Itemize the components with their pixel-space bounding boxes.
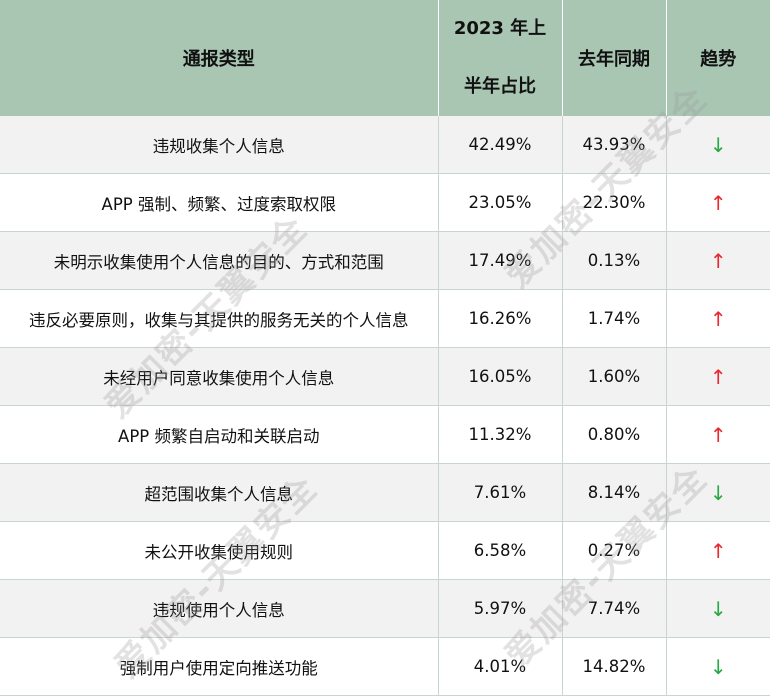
trend-arrow-icon: ↑ (666, 173, 770, 232)
cell-type: 违规收集个人信息 (0, 116, 439, 174)
cell-last-year: 14.82% (562, 637, 667, 696)
table-row: 违规收集个人信息 42.49% 43.93% ↓ (0, 116, 770, 174)
cell-last-year: 22.30% (562, 173, 667, 232)
header-row: 通报类型 2023 年上 半年占比 去年同期 趋势 (0, 0, 770, 116)
cell-type: 违反必要原则，收集与其提供的服务无关的个人信息 (0, 289, 439, 348)
cell-share: 11.32% (438, 405, 563, 464)
trend-arrow-icon: ↑ (666, 231, 770, 290)
cell-last-year: 0.13% (562, 231, 667, 290)
cell-share: 16.26% (438, 289, 563, 348)
table-row: 未公开收集使用规则 6.58% 0.27% ↑ (0, 521, 770, 580)
trend-arrow-icon: ↓ (666, 637, 770, 696)
header-type: 通报类型 (0, 0, 439, 116)
cell-share: 4.01% (438, 637, 563, 696)
cell-last-year: 7.74% (562, 579, 667, 638)
table-row: 强制用户使用定向推送功能 4.01% 14.82% ↓ (0, 637, 770, 696)
cell-type: APP 频繁自启动和关联启动 (0, 405, 439, 464)
table-row: 违反必要原则，收集与其提供的服务无关的个人信息 16.26% 1.74% ↑ (0, 289, 770, 348)
header-share-line1: 2023 年上 (453, 18, 547, 39)
table-row: 未明示收集使用个人信息的目的、方式和范围 17.49% 0.13% ↑ (0, 231, 770, 290)
cell-last-year: 1.74% (562, 289, 667, 348)
cell-share: 5.97% (438, 579, 563, 638)
header-last-year: 去年同期 (562, 0, 667, 116)
cell-type: 未公开收集使用规则 (0, 521, 439, 580)
trend-arrow-icon: ↑ (666, 347, 770, 406)
cell-type: 超范围收集个人信息 (0, 463, 439, 522)
cell-last-year: 8.14% (562, 463, 667, 522)
header-trend: 趋势 (666, 0, 770, 116)
cell-type: 违规使用个人信息 (0, 579, 439, 638)
cell-share: 16.05% (438, 347, 563, 406)
table-row: 超范围收集个人信息 7.61% 8.14% ↓ (0, 463, 770, 522)
trend-arrow-icon: ↓ (666, 116, 770, 174)
cell-last-year: 0.80% (562, 405, 667, 464)
table-row: APP 强制、频繁、过度索取权限 23.05% 22.30% ↑ (0, 173, 770, 232)
header-share-line2: 半年占比 (464, 76, 536, 97)
trend-arrow-icon: ↑ (666, 405, 770, 464)
trend-arrow-icon: ↓ (666, 579, 770, 638)
header-share: 2023 年上 半年占比 (438, 0, 563, 116)
trend-arrow-icon: ↓ (666, 463, 770, 522)
table-row: APP 频繁自启动和关联启动 11.32% 0.80% ↑ (0, 405, 770, 464)
cell-share: 7.61% (438, 463, 563, 522)
trend-arrow-icon: ↑ (666, 289, 770, 348)
cell-last-year: 43.93% (562, 116, 667, 174)
trend-arrow-icon: ↑ (666, 521, 770, 580)
cell-last-year: 1.60% (562, 347, 667, 406)
cell-type: APP 强制、频繁、过度索取权限 (0, 173, 439, 232)
cell-share: 42.49% (438, 116, 563, 174)
cell-share: 6.58% (438, 521, 563, 580)
cell-share: 17.49% (438, 231, 563, 290)
cell-type: 强制用户使用定向推送功能 (0, 637, 439, 696)
cell-last-year: 0.27% (562, 521, 667, 580)
table-row: 违规使用个人信息 5.97% 7.74% ↓ (0, 579, 770, 638)
cell-type: 未经用户同意收集使用个人信息 (0, 347, 439, 406)
table-row: 未经用户同意收集使用个人信息 16.05% 1.60% ↑ (0, 347, 770, 406)
cell-share: 23.05% (438, 173, 563, 232)
cell-type: 未明示收集使用个人信息的目的、方式和范围 (0, 231, 439, 290)
